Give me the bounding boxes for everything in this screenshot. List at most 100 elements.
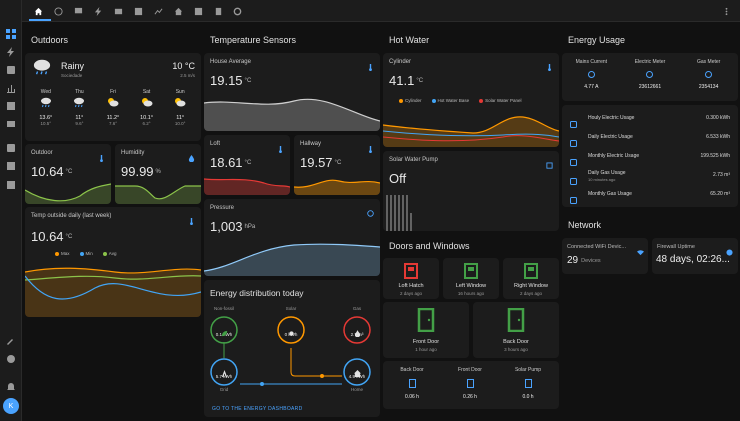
cylinder-card[interactable]: Cylinder 41.1 °C Cylinder Hot Water Base … <box>383 53 559 147</box>
forecast-day: Sun 11° 10.0° <box>166 89 194 139</box>
weather-location: Sociedade <box>61 73 83 78</box>
door-window-tile[interactable]: Loft Hatch 2 days ago <box>383 258 439 299</box>
door-stats-card[interactable]: Back Door 0.06 h Front Door 0.26 h Solar Pum… <box>383 361 559 409</box>
forecast-high: 11.2° <box>106 115 120 121</box>
calendar-icon[interactable] <box>4 159 18 173</box>
pressure-card[interactable]: Pressure 1,003 hPa <box>204 199 380 276</box>
energy-icon[interactable] <box>4 45 18 59</box>
forecast-high: 10.1° <box>140 115 154 121</box>
tv-tab-icon[interactable] <box>111 4 125 18</box>
outdoor-temp-card[interactable]: Outdoor 10.64 °C <box>25 144 111 204</box>
forecast-day-name: Sun <box>175 89 185 95</box>
usage-row[interactable]: Daily Electric Usage 6.533 kWh <box>562 130 738 147</box>
loft-label: Loft <box>210 141 221 147</box>
usage-name: Monthly Electric Usage <box>588 153 640 159</box>
settings-icon[interactable] <box>4 352 18 366</box>
refresh-tab-icon[interactable] <box>230 4 244 18</box>
door-tab-icon[interactable] <box>211 4 225 18</box>
energy-dist-title: Energy distribution today <box>210 288 304 298</box>
humidity-card[interactable]: Humidity 99.99% <box>115 144 201 204</box>
forecast-day: Sat 10.1° 6.2° <box>133 89 161 139</box>
thermometer-icon <box>546 58 553 76</box>
pressure-value: 1,003 <box>210 219 243 234</box>
house-average-card[interactable]: House Average 19.15 °C <box>204 53 380 131</box>
overview-icon[interactable] <box>4 27 18 41</box>
weather-card[interactable]: Rainy Sociedade 10 °C 2.5 m/s Wed 13.6° 10… <box>25 53 201 141</box>
history-icon[interactable] <box>4 81 18 95</box>
outdoor-sparkline <box>25 183 111 204</box>
usage-row[interactable]: Houly Electric Usage 0.300 kWh <box>562 111 738 128</box>
door-stat-name: Back Door <box>400 367 424 373</box>
outdoors-heading: Outdoors <box>31 35 69 45</box>
thermometer-icon <box>277 140 284 158</box>
partly-cloudy-icon <box>166 95 194 109</box>
devtools-icon[interactable] <box>4 334 18 348</box>
map-icon[interactable] <box>4 99 18 113</box>
clock-tab-icon[interactable] <box>51 4 65 18</box>
door-tile[interactable]: Front Door 1 hour ago <box>383 302 469 358</box>
hallway-sparkline <box>294 179 380 195</box>
logbook-icon[interactable] <box>4 63 18 77</box>
chart-tab-icon[interactable] <box>151 4 165 18</box>
legend-max: Max <box>61 251 70 256</box>
calendar-icon <box>570 134 577 152</box>
usage-row[interactable]: Daily Gas Usage 10 minutes ago 2.73 m³ <box>562 168 738 185</box>
humidity-sparkline <box>115 185 201 204</box>
network-heading: Network <box>568 220 602 230</box>
forecast-day: Fri 11.2° 7.6° <box>99 89 127 139</box>
usage-list-card[interactable]: Houly Electric Usage 0.300 kWh Daily Elect… <box>562 105 738 207</box>
energy-usage-heading: Energy Usage <box>568 35 626 45</box>
wifi-icon <box>637 243 644 261</box>
meter-value: 23612661 <box>638 84 662 90</box>
home-tab-icon[interactable] <box>31 4 45 18</box>
picture-tab-icon[interactable] <box>131 4 145 18</box>
media-icon[interactable] <box>4 117 18 131</box>
hallway-unit: °C <box>334 159 342 166</box>
usage-row[interactable]: Monthly Gas Usage 65.20 m³ <box>562 187 738 204</box>
wifi-card[interactable]: Connected WiFi Devic... 29 Devices <box>562 238 648 274</box>
loft-sparkline <box>204 178 290 195</box>
usage-value: 65.20 m³ <box>710 191 730 197</box>
energy-distribution-card[interactable]: Energy distribution today Non-fossil 0.1… <box>204 280 380 417</box>
calendar-2-icon[interactable] <box>4 178 18 192</box>
forecast-high: 11° <box>75 115 84 121</box>
usage-name: Monthly Gas Usage <box>588 191 632 197</box>
avatar[interactable]: K <box>3 398 19 414</box>
monitor-tab-icon[interactable] <box>71 4 85 18</box>
cylinder-chart <box>383 116 559 147</box>
chart-icon <box>499 376 557 390</box>
sidebar: K <box>0 0 22 421</box>
door-name: Loft Hatch <box>398 283 424 289</box>
solar-label: Solar <box>285 306 297 311</box>
usage-row[interactable]: Monthly Electric Usage 199.525 kWh <box>562 149 738 166</box>
usage-value: 199.525 kWh <box>700 153 730 159</box>
hallway-card[interactable]: Hallway 19.57 °C <box>294 135 380 195</box>
door-stat: Solar Pump 0.0 h <box>499 361 557 409</box>
loft-card[interactable]: Loft 18.61 °C <box>204 135 290 195</box>
house-tab-icon[interactable] <box>171 4 185 18</box>
more-vertical-icon[interactable] <box>719 4 733 18</box>
wifi-label: Connected WiFi Devic... <box>567 244 626 250</box>
uptime-card[interactable]: Firewall Uptime 48 days, 02:26... <box>652 238 738 274</box>
cylinder-legend: Cylinder Hot Water Base Solar Water Pane… <box>399 98 531 103</box>
meters-card[interactable]: Mains Current 4.77 A Electric Meter 2361266… <box>562 53 738 101</box>
door-state: 1 hour ago <box>415 347 437 352</box>
weekly-chart <box>25 267 201 317</box>
todo-icon[interactable] <box>4 141 18 155</box>
usage-value: 6.533 kWh <box>706 134 730 140</box>
door-stat: Front Door 0.26 h <box>441 361 499 409</box>
legend-hot-water-base: Hot Water Base <box>437 98 470 103</box>
info-icon <box>726 243 733 261</box>
weekly-temp-card[interactable]: Temp outside daily (last week) 10.64 °C M… <box>25 207 201 317</box>
cylinder-label: Cylinder <box>389 59 412 65</box>
notifications-icon[interactable] <box>4 380 18 394</box>
door-window-tile[interactable]: Left Window 16 hours ago <box>443 258 499 299</box>
forecast-high: 13.6° <box>39 115 53 121</box>
door-window-tile[interactable]: Right Window 2 days ago <box>503 258 559 299</box>
fire-icon <box>354 324 361 342</box>
door-tile[interactable]: Back Door 3 hours ago <box>473 302 559 358</box>
calendar-tab-icon[interactable] <box>191 4 205 18</box>
solar-pump-card[interactable]: Solar Water Pump Off <box>383 151 559 231</box>
energy-dashboard-link[interactable]: GO TO THE ENERGY DASHBOARD <box>212 406 303 412</box>
flash-tab-icon[interactable] <box>91 4 105 18</box>
